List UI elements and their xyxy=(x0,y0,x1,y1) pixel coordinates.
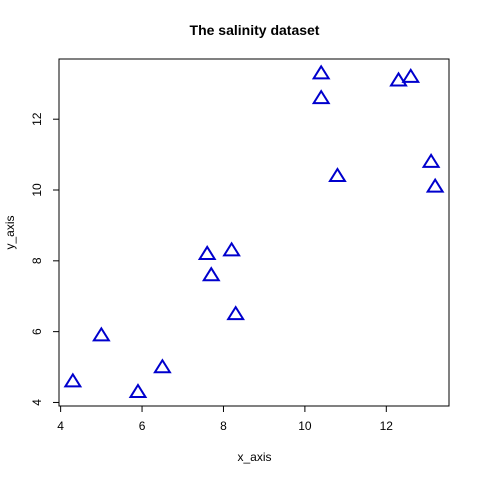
data-point xyxy=(153,358,172,374)
y-axis: 4 6 8 10 12 xyxy=(30,112,60,406)
x-axis-label: x_axis xyxy=(237,450,271,464)
x-tick-label: 8 xyxy=(220,419,227,433)
x-tick-label: 10 xyxy=(298,419,312,433)
y-tick-label: 6 xyxy=(30,328,44,335)
y-tick-label: 12 xyxy=(30,112,44,126)
data-point xyxy=(201,266,221,282)
chart-title: The salinity dataset xyxy=(190,22,320,38)
data-point xyxy=(311,89,331,105)
data-point xyxy=(222,241,241,257)
data-point xyxy=(128,383,148,399)
data-point xyxy=(197,245,217,260)
y-tick-label: 10 xyxy=(30,183,44,197)
data-point xyxy=(63,372,83,388)
data-point xyxy=(401,67,421,83)
y-axis-label: y_axis xyxy=(3,215,17,249)
x-axis: 4 6 8 10 12 xyxy=(57,405,394,433)
data-point xyxy=(425,177,445,193)
y-tick-label: 4 xyxy=(30,399,44,406)
data-point xyxy=(311,64,331,80)
x-tick-label: 12 xyxy=(380,419,394,433)
data-point xyxy=(328,167,347,183)
y-tick-label: 8 xyxy=(30,257,44,264)
x-tick-label: 6 xyxy=(139,419,146,433)
plot-frame xyxy=(58,58,450,407)
data-point xyxy=(389,71,408,87)
data-point xyxy=(226,305,245,321)
data-point xyxy=(421,152,441,168)
x-tick-label: 4 xyxy=(57,419,64,433)
data-point xyxy=(92,326,111,342)
data-points xyxy=(63,64,445,399)
